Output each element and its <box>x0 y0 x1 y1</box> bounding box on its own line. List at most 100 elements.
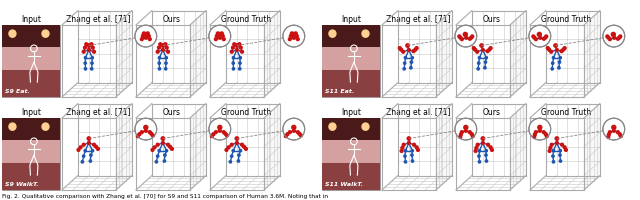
Ellipse shape <box>529 26 550 48</box>
Circle shape <box>85 44 88 46</box>
Circle shape <box>542 131 545 134</box>
Polygon shape <box>530 176 600 190</box>
Polygon shape <box>264 104 280 190</box>
Circle shape <box>459 37 461 40</box>
Circle shape <box>91 63 93 65</box>
Circle shape <box>164 44 167 46</box>
Circle shape <box>165 57 168 60</box>
Circle shape <box>611 33 615 37</box>
Polygon shape <box>382 83 452 98</box>
Circle shape <box>563 146 566 149</box>
Circle shape <box>468 131 471 134</box>
Bar <box>322 26 380 49</box>
Circle shape <box>296 35 298 38</box>
Circle shape <box>136 135 140 138</box>
Circle shape <box>472 47 476 50</box>
Circle shape <box>408 142 410 145</box>
Circle shape <box>81 161 84 163</box>
Circle shape <box>144 33 148 37</box>
Circle shape <box>232 47 234 50</box>
Circle shape <box>153 146 156 149</box>
Circle shape <box>232 68 235 71</box>
Text: Input: Input <box>21 107 41 116</box>
Polygon shape <box>382 176 452 190</box>
Circle shape <box>225 149 228 152</box>
Circle shape <box>237 160 239 162</box>
Circle shape <box>164 68 167 71</box>
Circle shape <box>227 146 230 149</box>
Ellipse shape <box>9 31 16 38</box>
Circle shape <box>158 150 161 152</box>
Circle shape <box>294 33 297 36</box>
Circle shape <box>558 67 560 70</box>
Circle shape <box>239 63 241 65</box>
Circle shape <box>232 63 234 65</box>
Text: Fig. 2. Qualitative comparison with Zhang et al. [70] for S9 and S11 comparison : Fig. 2. Qualitative comparison with Zhan… <box>2 193 328 198</box>
Circle shape <box>404 63 406 65</box>
Circle shape <box>289 131 291 134</box>
Circle shape <box>543 38 545 41</box>
Circle shape <box>300 134 302 137</box>
Circle shape <box>235 137 239 140</box>
Circle shape <box>90 154 92 156</box>
Polygon shape <box>210 83 280 98</box>
Circle shape <box>460 131 463 134</box>
Ellipse shape <box>362 123 369 131</box>
Circle shape <box>476 51 479 54</box>
Polygon shape <box>456 176 526 190</box>
Circle shape <box>478 155 480 158</box>
Circle shape <box>415 146 418 149</box>
Text: Ground Truth: Ground Truth <box>541 107 591 116</box>
Circle shape <box>478 161 481 163</box>
Polygon shape <box>136 83 206 98</box>
Ellipse shape <box>42 123 49 131</box>
Polygon shape <box>530 83 600 98</box>
Circle shape <box>216 35 218 38</box>
Circle shape <box>547 47 549 50</box>
Circle shape <box>218 37 221 40</box>
Circle shape <box>84 150 86 152</box>
Circle shape <box>244 148 247 151</box>
Polygon shape <box>116 12 132 98</box>
Circle shape <box>488 49 491 52</box>
Circle shape <box>485 160 488 162</box>
Circle shape <box>411 150 413 152</box>
Circle shape <box>77 149 80 152</box>
Circle shape <box>216 33 220 36</box>
Circle shape <box>232 150 234 152</box>
Bar <box>2 160 60 190</box>
Circle shape <box>236 49 238 52</box>
Circle shape <box>92 150 93 152</box>
Circle shape <box>550 51 552 54</box>
Circle shape <box>292 37 295 40</box>
Circle shape <box>401 147 404 150</box>
Circle shape <box>612 130 615 133</box>
Bar <box>322 118 380 141</box>
Ellipse shape <box>9 123 16 131</box>
Circle shape <box>465 130 467 133</box>
Circle shape <box>477 63 480 65</box>
Circle shape <box>458 36 461 39</box>
Text: S11 Eat.: S11 Eat. <box>325 89 355 94</box>
Polygon shape <box>510 104 526 190</box>
Circle shape <box>148 39 151 41</box>
Circle shape <box>607 37 610 40</box>
Text: Input: Input <box>21 15 41 24</box>
Circle shape <box>84 63 86 65</box>
Circle shape <box>555 137 559 140</box>
Circle shape <box>150 133 153 136</box>
Circle shape <box>607 136 610 139</box>
Circle shape <box>218 126 222 130</box>
Circle shape <box>538 130 541 133</box>
Circle shape <box>408 49 410 52</box>
Circle shape <box>410 67 412 70</box>
Circle shape <box>224 133 227 136</box>
Circle shape <box>534 39 538 41</box>
Circle shape <box>87 45 90 48</box>
Circle shape <box>163 160 166 162</box>
Circle shape <box>89 160 92 162</box>
Circle shape <box>286 133 289 136</box>
Polygon shape <box>436 104 452 190</box>
Polygon shape <box>78 104 132 176</box>
Circle shape <box>613 37 616 40</box>
